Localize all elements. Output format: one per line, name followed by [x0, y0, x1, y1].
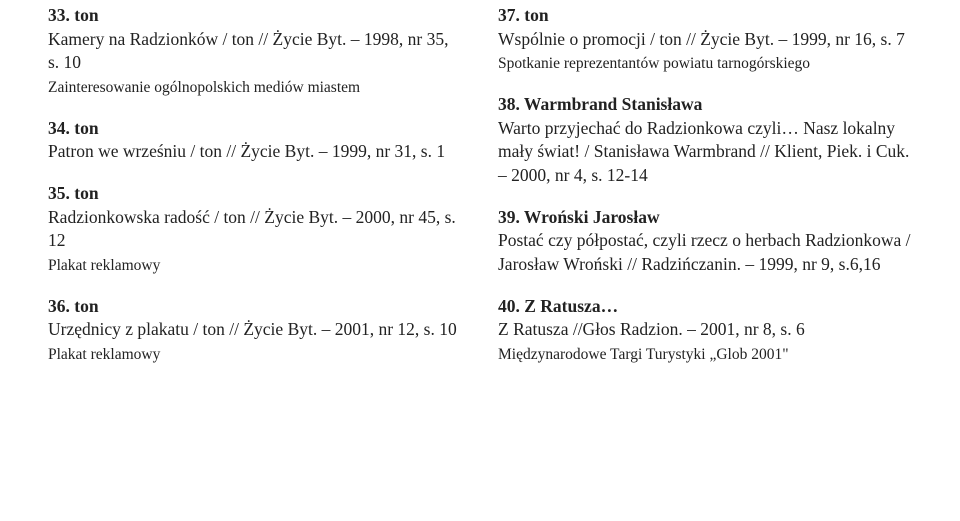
entry-note: Plakat reklamowy — [48, 346, 160, 363]
biblio-entry: 35. ton Radzionkowska radość / ton // Ży… — [48, 182, 462, 277]
biblio-entry: 36. ton Urzędnicy z plakatu / ton // Życ… — [48, 295, 462, 366]
page-two-column: 33. ton Kamery na Radzionków / ton // Ży… — [0, 0, 960, 521]
entry-head: 37. ton — [498, 5, 549, 25]
biblio-entry: 40. Z Ratusza… Z Ratusza //Głos Radzion.… — [498, 295, 912, 366]
entry-note: Plakat reklamowy — [48, 257, 160, 274]
entry-body: Urzędnicy z plakatu / ton // Życie Byt. … — [48, 319, 457, 339]
entry-head: 35. ton — [48, 183, 99, 203]
entry-head: 40. Z Ratusza… — [498, 296, 618, 316]
entry-body: Wspólnie o promocji / ton // Życie Byt. … — [498, 29, 905, 49]
left-column: 33. ton Kamery na Radzionków / ton // Ży… — [30, 4, 480, 511]
entry-body: Patron we wrześniu / ton // Życie Byt. –… — [48, 141, 445, 161]
entry-body: Kamery na Radzionków / ton // Życie Byt.… — [48, 29, 448, 73]
entry-head: 36. ton — [48, 296, 99, 316]
entry-body: Postać czy półpostać, czyli rzecz o herb… — [498, 230, 911, 274]
entry-head: 33. ton — [48, 5, 99, 25]
entry-note: Międzynarodowe Targi Turystyki „Glob 200… — [498, 346, 789, 363]
entry-note: Zainteresowanie ogólnopolskich mediów mi… — [48, 79, 360, 96]
entry-body: Radzionkowska radość / ton // Życie Byt.… — [48, 207, 456, 251]
entry-body: Warto przyjechać do Radzionkowa czyli… N… — [498, 118, 909, 185]
biblio-entry: 38. Warmbrand Stanisława Warto przyjecha… — [498, 93, 912, 188]
biblio-entry: 39. Wroński Jarosław Postać czy półposta… — [498, 206, 912, 277]
biblio-entry: 33. ton Kamery na Radzionków / ton // Ży… — [48, 4, 462, 99]
entry-head: 34. ton — [48, 118, 99, 138]
right-column: 37. ton Wspólnie o promocji / ton // Życ… — [480, 4, 930, 511]
entry-head: 39. Wroński Jarosław — [498, 207, 660, 227]
entry-head: 38. Warmbrand Stanisława — [498, 94, 702, 114]
entry-note: Spotkanie reprezentantów powiatu tarnogó… — [498, 55, 810, 72]
biblio-entry: 37. ton Wspólnie o promocji / ton // Życ… — [498, 4, 912, 75]
entry-body: Z Ratusza //Głos Radzion. – 2001, nr 8, … — [498, 319, 805, 339]
biblio-entry: 34. ton Patron we wrześniu / ton // Życi… — [48, 117, 462, 164]
